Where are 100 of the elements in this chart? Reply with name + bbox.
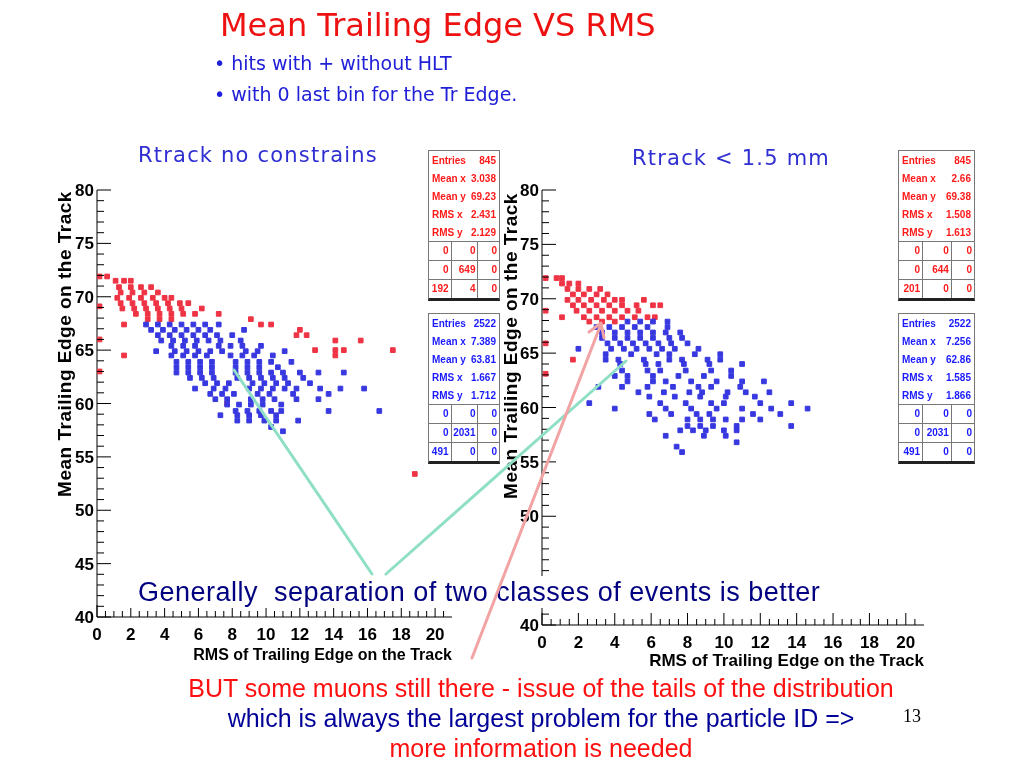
point bbox=[604, 291, 611, 298]
x-tick-label: 2 bbox=[126, 625, 136, 644]
point bbox=[559, 280, 565, 287]
text: 0 0 0 bbox=[914, 245, 972, 256]
text: 0 0 0 bbox=[914, 408, 972, 419]
annotation: RMS x 2.431 bbox=[432, 208, 496, 220]
text: • with 0 last bin for the Tr Edge. bbox=[214, 82, 518, 107]
chart-title: Rtrack no constrains bbox=[138, 143, 379, 167]
annotation: Mean y 62.86 bbox=[902, 353, 971, 365]
text: RMS y 1.866 bbox=[902, 389, 971, 401]
point bbox=[566, 280, 573, 287]
x-tick-label: 0 bbox=[537, 633, 547, 652]
point bbox=[586, 286, 593, 292]
x-tick-label: 16 bbox=[358, 625, 377, 644]
x-tick-label: 18 bbox=[859, 633, 879, 652]
point bbox=[631, 314, 638, 321]
point bbox=[580, 291, 587, 298]
point bbox=[593, 302, 600, 309]
x-tick-label: 6 bbox=[193, 625, 204, 644]
annotation: Mean x 7.389 bbox=[432, 335, 496, 347]
text: 0 649 0 bbox=[442, 264, 497, 275]
text: 201 0 0 bbox=[903, 283, 972, 294]
point bbox=[597, 286, 604, 292]
y-tick-label: 65 bbox=[520, 344, 539, 364]
y-tick-label: 60 bbox=[75, 394, 94, 414]
y-tick-label: 50 bbox=[75, 501, 94, 521]
x-tick-label: 20 bbox=[425, 625, 445, 644]
text: 0 0 0 bbox=[442, 245, 497, 256]
point bbox=[575, 286, 582, 292]
y-tick-label: 40 bbox=[520, 616, 539, 635]
text: more information is needed bbox=[388, 733, 694, 763]
point bbox=[624, 307, 631, 314]
text: 0 2031 0 bbox=[442, 427, 497, 438]
x-tick-label: 16 bbox=[823, 633, 843, 652]
x-tick-label: 10 bbox=[714, 633, 734, 652]
point bbox=[575, 280, 582, 287]
x-axis-title: RMS of Trailing Edge on the Track bbox=[193, 646, 452, 664]
annotation: RMS y 2.129 bbox=[432, 226, 496, 238]
x-tick-label: 6 bbox=[646, 633, 656, 652]
point bbox=[599, 307, 605, 314]
y-tick-label: 80 bbox=[520, 181, 539, 200]
point bbox=[633, 302, 640, 309]
point bbox=[619, 314, 625, 321]
text: Entries 2522 bbox=[902, 317, 971, 329]
y-tick-label: 75 bbox=[75, 234, 94, 254]
annotation: RMS x 1.667 bbox=[432, 371, 496, 383]
text: which is always the largest problem for the particle ID => bbox=[227, 704, 855, 732]
text: 192 4 0 bbox=[431, 283, 497, 294]
text: 0 2031 0 bbox=[914, 427, 972, 438]
point bbox=[564, 296, 571, 303]
annotation: Entries 2522 bbox=[432, 317, 496, 329]
annotation: Mean x 7.256 bbox=[902, 335, 971, 347]
text: • hits with + without HLT bbox=[214, 51, 452, 76]
point bbox=[570, 291, 576, 298]
x-tick-label: 0 bbox=[92, 625, 102, 644]
y-tick-label: 65 bbox=[75, 341, 94, 361]
text: Mean x 3.038 bbox=[432, 172, 496, 184]
text: 0 644 0 bbox=[914, 264, 972, 275]
point bbox=[611, 318, 618, 325]
x-tick-label: 8 bbox=[227, 625, 237, 644]
point bbox=[611, 296, 618, 303]
point bbox=[635, 307, 642, 314]
text: BUT some muons still there - issue of the tails of the distribution bbox=[187, 673, 895, 703]
point bbox=[619, 302, 625, 309]
point bbox=[606, 302, 613, 309]
annotation: Generally separation of two classes of events is better bbox=[130, 576, 836, 608]
point bbox=[641, 296, 647, 303]
x-tick-label: 2 bbox=[573, 633, 584, 652]
x-tick-label: 10 bbox=[256, 625, 276, 644]
point bbox=[593, 291, 600, 298]
point bbox=[570, 302, 576, 309]
y-tick-label: 55 bbox=[75, 447, 94, 467]
text: Mean Trailing Edge VS RMS bbox=[220, 6, 656, 44]
text: RMS y 1.613 bbox=[902, 226, 971, 238]
text: 13 bbox=[903, 706, 921, 727]
text: 491 0 0 bbox=[903, 446, 972, 457]
annotation: RMS y 1.712 bbox=[432, 389, 496, 401]
y-tick-label: 55 bbox=[520, 452, 539, 472]
point bbox=[619, 296, 625, 303]
text: Mean x 2.66 bbox=[902, 172, 971, 184]
chart-title: Rtrack < 1.5 mm bbox=[632, 146, 830, 170]
x-tick-label: 8 bbox=[682, 633, 693, 652]
point bbox=[575, 296, 582, 303]
point bbox=[580, 302, 587, 309]
x-axis-title: RMS of Trailing Edge on the Track bbox=[649, 651, 924, 671]
x-tick-label: 4 bbox=[610, 633, 621, 652]
x-tick-label: 18 bbox=[391, 625, 411, 644]
point bbox=[559, 275, 565, 281]
x-tick-label: 4 bbox=[159, 625, 170, 644]
point bbox=[657, 302, 664, 309]
point bbox=[586, 307, 593, 314]
point bbox=[606, 314, 613, 321]
text: Entries 845 bbox=[902, 154, 971, 166]
point bbox=[601, 296, 607, 303]
text: 491 0 0 bbox=[431, 446, 497, 457]
point bbox=[573, 307, 580, 314]
text: 0 0 0 bbox=[442, 408, 497, 419]
point bbox=[588, 296, 594, 303]
point bbox=[559, 314, 565, 321]
point bbox=[570, 356, 576, 363]
